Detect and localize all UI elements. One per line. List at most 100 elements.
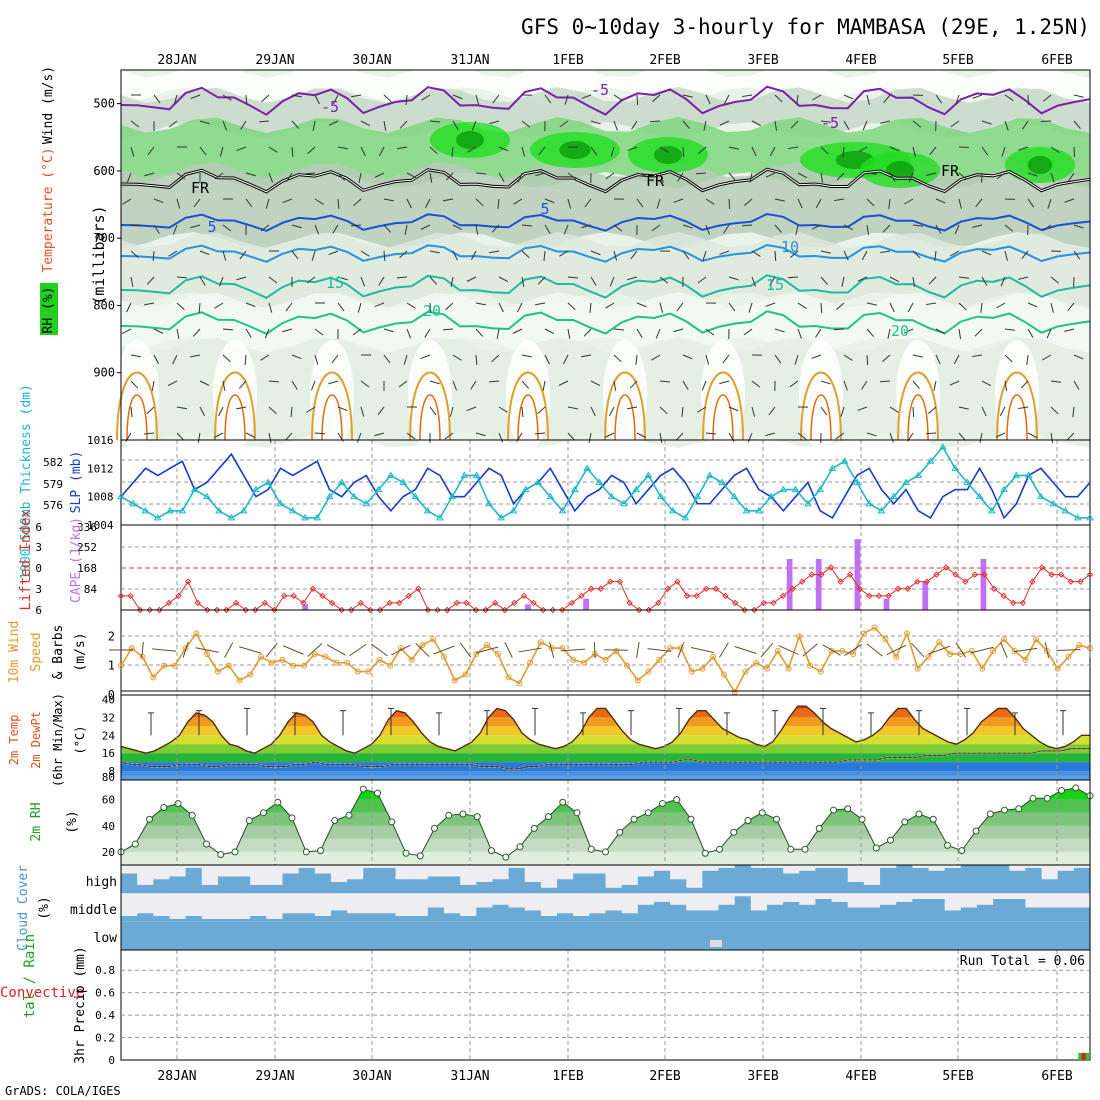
- rh-point: [830, 806, 837, 814]
- wind-barb: [214, 302, 224, 309]
- cloud-cell: [137, 921, 154, 950]
- rh-point: [616, 828, 624, 836]
- wind-barb: [405, 94, 408, 105]
- wind-barb: [535, 172, 546, 177]
- wind-barb: [199, 406, 205, 417]
- series-point: [742, 506, 751, 514]
- wind-barb: [126, 302, 132, 313]
- cloud-cell: [847, 882, 865, 894]
- wind-barb: [788, 146, 799, 150]
- wind-barb: [882, 354, 891, 362]
- lifted-index-point: [1067, 578, 1075, 585]
- cloud-cell: [379, 867, 397, 894]
- cloud-cell: [185, 916, 203, 922]
- cloud-cell: [201, 921, 219, 950]
- cloud-gap: [621, 865, 639, 885]
- cloud-cell: [573, 873, 590, 894]
- cloud-gap: [880, 893, 897, 905]
- wind-barb: [760, 642, 774, 658]
- cloud-cell: [234, 921, 251, 950]
- cloud-cell: [653, 901, 671, 922]
- wind-barb: [222, 94, 232, 101]
- wind-barb: [1050, 432, 1054, 443]
- date-label-bottom: 30JAN: [352, 1069, 391, 1084]
- wind-barb: [774, 94, 783, 103]
- series-point: [987, 506, 996, 514]
- wind-barb: [563, 354, 569, 365]
- temp-band: [121, 706, 1090, 709]
- wind-barb: [399, 120, 408, 129]
- wind-barb: [703, 120, 707, 131]
- lifted-index-point: [885, 592, 892, 600]
- rh-point: [473, 813, 481, 821]
- contour-label: 20: [423, 302, 441, 320]
- cloud-gap: [783, 865, 800, 874]
- cloud-gap: [250, 865, 267, 885]
- temp-band: [121, 735, 1090, 745]
- wind-barb: [564, 94, 569, 105]
- lifted-index-point: [175, 592, 182, 600]
- cloud-cell: [1009, 870, 1026, 894]
- wind-barb: [705, 224, 710, 235]
- cloud-cell: [896, 921, 913, 950]
- wind-barb: [199, 250, 210, 256]
- cloud-gap: [266, 893, 283, 919]
- cloud-cell: [815, 921, 833, 950]
- series-point: [386, 471, 395, 478]
- cloud-gap: [750, 865, 768, 868]
- wind-barb: [404, 224, 408, 235]
- cloud-gap: [589, 865, 606, 874]
- wind-barb: [719, 380, 730, 385]
- precip-3hr-panel: 0 0.2 0.4 0.6 0.8 Run Total = 0.06 tal / RainC…: [0, 934, 1091, 1067]
- cloud-gap: [395, 865, 413, 880]
- wind-barb: [567, 406, 578, 410]
- cloud-cell: [896, 901, 913, 922]
- series-point: [1061, 506, 1070, 514]
- cloud-cell: [637, 921, 655, 950]
- temp-band: [121, 717, 1090, 727]
- series-point: [1065, 653, 1072, 660]
- wind-barb: [130, 380, 139, 389]
- cloud-cell: [750, 921, 768, 950]
- wind-barb: [589, 302, 592, 313]
- series-point: [1022, 656, 1029, 663]
- date-label-top: 1FEB: [552, 53, 583, 68]
- rh-point: [274, 798, 282, 806]
- wind-barb: [1004, 94, 1014, 102]
- y-label-temp: 2m Temp: [7, 715, 21, 766]
- theta-contour-inner: [614, 394, 636, 441]
- series-point: [688, 668, 695, 675]
- cloud-gap: [185, 865, 203, 868]
- y-label-wind: & Barbs: [51, 625, 66, 680]
- series-point: [850, 650, 857, 657]
- wind-barb: [979, 432, 983, 443]
- contour-label: 15: [326, 274, 344, 292]
- rh-point: [559, 798, 567, 806]
- cloud-gap: [637, 893, 655, 905]
- rh-point: [972, 827, 980, 835]
- wind-barb: [337, 146, 348, 150]
- cloud-gap: [734, 893, 752, 897]
- cloud-cell: [847, 921, 865, 950]
- cloud-gap: [476, 865, 493, 882]
- series-point: [1000, 485, 1009, 493]
- cloud-gap: [960, 893, 978, 908]
- wind-barb: [290, 406, 293, 418]
- rh-point: [1058, 786, 1065, 794]
- series-point: [376, 656, 383, 663]
- wind-barb: [605, 172, 615, 180]
- series-point: [936, 639, 943, 646]
- cloud-cell: [153, 916, 170, 922]
- rh-point: [1029, 794, 1037, 802]
- wind-barb: [238, 380, 247, 389]
- rh-point: [573, 809, 581, 817]
- wind-barb: [636, 94, 639, 106]
- wind-barb: [1046, 328, 1052, 339]
- cloud-cell: [314, 921, 332, 950]
- cape-bar: [583, 598, 589, 610]
- cloud-cell: [734, 865, 752, 894]
- cloud-cell: [427, 876, 445, 894]
- cape-bar: [302, 604, 308, 610]
- y-tick-label-li: 0: [35, 562, 42, 575]
- wind-barb: [314, 328, 324, 336]
